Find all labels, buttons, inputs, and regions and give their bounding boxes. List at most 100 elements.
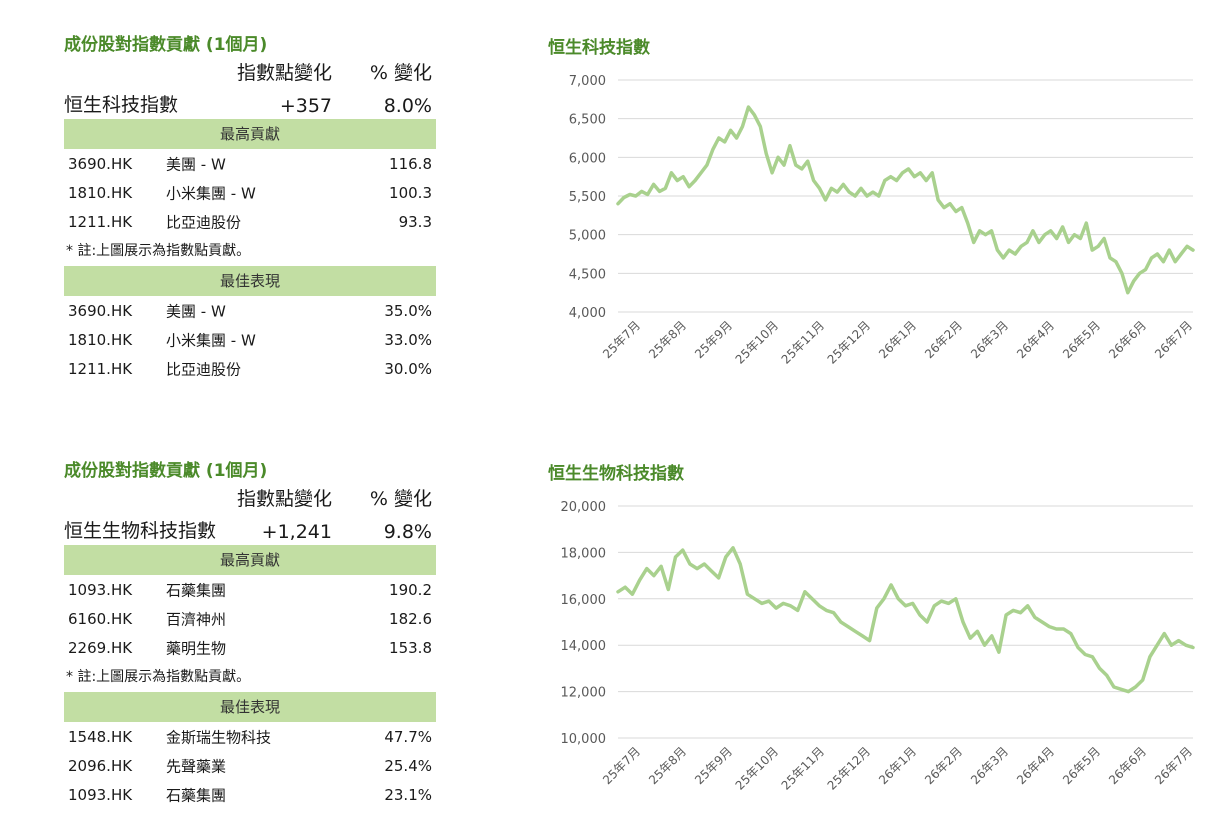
stock-name: 石藥集團	[166, 786, 227, 805]
stock-value: 190.2	[389, 580, 432, 599]
best-performance-list: 3690.HK 美團 - W 35.0% 1810.HK 小米集團 - W 33…	[64, 296, 436, 384]
stock-name: 小米集團 - W	[166, 184, 256, 203]
index-point-change: +357	[279, 95, 332, 117]
y-tick-label: 14,000	[561, 639, 607, 654]
x-tick-label: 25年12月	[825, 318, 873, 366]
stock-name: 金斯瑞生物科技	[166, 728, 272, 747]
x-tick-label: 26年3月	[968, 318, 1011, 361]
x-tick-label: 25年7月	[600, 318, 643, 361]
stock-code: 3690.HK	[68, 154, 133, 173]
x-tick-label: 26年6月	[1106, 318, 1149, 361]
stock-value: 35.0%	[384, 301, 432, 320]
panel-title: 成份股對指數貢獻 (1個月)	[64, 461, 268, 481]
stock-value: 25.4%	[384, 756, 432, 775]
best-performance-header: 最佳表現	[64, 691, 436, 722]
stock-code: 1093.HK	[68, 786, 133, 805]
y-tick-label: 6,500	[569, 113, 606, 128]
x-tick-label: 26年3月	[968, 744, 1011, 787]
index-summary-row: 恒生生物科技指數 +1,241 9.8%	[64, 513, 436, 545]
list-item: 1548.HK 金斯瑞生物科技 47.7%	[64, 722, 436, 751]
x-tick-label: 26年1月	[876, 318, 919, 361]
y-tick-label: 4,000	[569, 306, 606, 321]
y-tick-label: 20,000	[561, 500, 607, 515]
stock-value: 182.6	[389, 609, 432, 628]
list-item: 1810.HK 小米集團 - W 100.3	[64, 178, 436, 207]
stock-name: 美團 - W	[166, 302, 226, 321]
stock-name: 石藥集團	[166, 581, 227, 600]
stock-value: 100.3	[389, 183, 432, 202]
panel-title: 成份股對指數貢獻 (1個月)	[64, 35, 268, 55]
stock-value: 116.8	[389, 154, 432, 173]
stock-name: 比亞迪股份	[166, 360, 242, 379]
list-item: 2269.HK 藥明生物 153.8	[64, 634, 436, 663]
x-tick-label: 25年11月	[779, 744, 827, 792]
stock-name: 比亞迪股份	[166, 213, 242, 232]
series-line	[616, 546, 1195, 694]
series-line	[616, 105, 1195, 295]
index-pct-change: 8.0%	[383, 95, 432, 117]
top-contribution-header: 最高貢獻	[64, 119, 436, 149]
y-tick-label: 5,000	[569, 229, 606, 244]
x-tick-label: 25年9月	[692, 744, 735, 787]
stock-code: 1810.HK	[68, 330, 133, 349]
chart-title: 恒生科技指數	[548, 38, 650, 58]
y-tick-label: 5,500	[569, 190, 606, 205]
list-item: 1810.HK 小米集團 - W 33.0%	[64, 325, 436, 354]
column-header-row: 指數點變化 % 變化	[64, 483, 436, 513]
col-header-pct-change: % 變化	[369, 62, 432, 84]
index-name: 恒生科技指數	[64, 94, 179, 116]
index-summary-row: 恒生科技指數 +357 8.0%	[64, 87, 436, 119]
x-tick-label: 26年2月	[922, 744, 965, 787]
x-tick-label: 25年7月	[600, 744, 643, 787]
stock-code: 2269.HK	[68, 639, 133, 658]
x-tick-label: 26年4月	[1014, 744, 1057, 787]
x-tick-label: 26年6月	[1106, 744, 1149, 787]
chart-title: 恒生生物科技指數	[548, 464, 684, 484]
stock-code: 1810.HK	[68, 183, 133, 202]
footnote: * 註:上圖展示為指數點貢獻。	[66, 668, 251, 685]
stock-value: 33.0%	[384, 330, 432, 349]
stock-name: 先聲藥業	[166, 757, 227, 776]
x-tick-label: 25年10月	[733, 318, 781, 366]
index-pct-change: 9.8%	[383, 521, 432, 543]
list-item: 1211.HK 比亞迪股份 30.0%	[64, 354, 436, 383]
list-item: 1093.HK 石藥集團 190.2	[64, 575, 436, 604]
stock-name: 藥明生物	[166, 639, 227, 658]
best-performance-header: 最佳表現	[64, 265, 436, 296]
top-contribution-list: 1093.HK 石藥集團 190.2 6160.HK 百濟神州 182.6 22…	[64, 575, 436, 663]
x-tick-label: 26年5月	[1060, 318, 1103, 361]
x-tick-label: 25年9月	[692, 318, 735, 361]
stock-code: 1548.HK	[68, 727, 133, 746]
stock-name: 美團 - W	[166, 155, 226, 174]
stock-code: 1093.HK	[68, 580, 133, 599]
contribution-panel-1: 成份股對指數貢獻 (1個月) 指數點變化 % 變化 恒生科技指數 +357 8.…	[64, 33, 436, 384]
x-tick-label: 25年8月	[646, 318, 689, 361]
x-tick-label: 25年8月	[646, 744, 689, 787]
y-tick-label: 4,500	[569, 267, 606, 282]
line-chart-hstech: 4,000 4,500 5,000 5,500 6,000 6,500 7,000 25年7月…	[569, 74, 1195, 367]
list-item: 3690.HK 美團 - W 116.8	[64, 149, 436, 178]
col-header-pct-change: % 變化	[369, 488, 432, 510]
x-tick-label: 26年7月	[1152, 318, 1195, 361]
x-tick-label: 25年12月	[825, 744, 873, 792]
stock-name: 百濟神州	[166, 610, 227, 629]
stock-code: 1211.HK	[68, 213, 133, 232]
best-performance-list: 1548.HK 金斯瑞生物科技 47.7% 2096.HK 先聲藥業 25.4%…	[64, 722, 436, 810]
y-tick-label: 6,000	[569, 151, 606, 166]
list-item: 1093.HK 石藥集團 23.1%	[64, 780, 436, 809]
line-chart-hsbio: 10,000 12,000 14,000 16,000 18,000 20,000 25年7…	[561, 500, 1196, 793]
contribution-panel-2: 成份股對指數貢獻 (1個月) 指數點變化 % 變化 恒生生物科技指數 +1,24…	[64, 459, 436, 810]
y-tick-label: 7,000	[569, 74, 606, 89]
stock-name: 小米集團 - W	[166, 331, 256, 350]
y-tick-label: 16,000	[561, 593, 607, 608]
list-item: 3690.HK 美團 - W 35.0%	[64, 296, 436, 325]
stock-value: 23.1%	[384, 786, 432, 805]
top-contribution-list: 3690.HK 美團 - W 116.8 1810.HK 小米集團 - W 10…	[64, 149, 436, 237]
top-contribution-header: 最高貢獻	[64, 545, 436, 575]
footnote: * 註:上圖展示為指數點貢獻。	[66, 242, 251, 259]
y-tick-label: 18,000	[561, 546, 607, 561]
x-tick-label: 25年11月	[779, 318, 827, 366]
column-header-row: 指數點變化 % 變化	[64, 57, 436, 87]
x-tick-label: 26年5月	[1060, 744, 1103, 787]
stock-code: 3690.HK	[68, 301, 133, 320]
